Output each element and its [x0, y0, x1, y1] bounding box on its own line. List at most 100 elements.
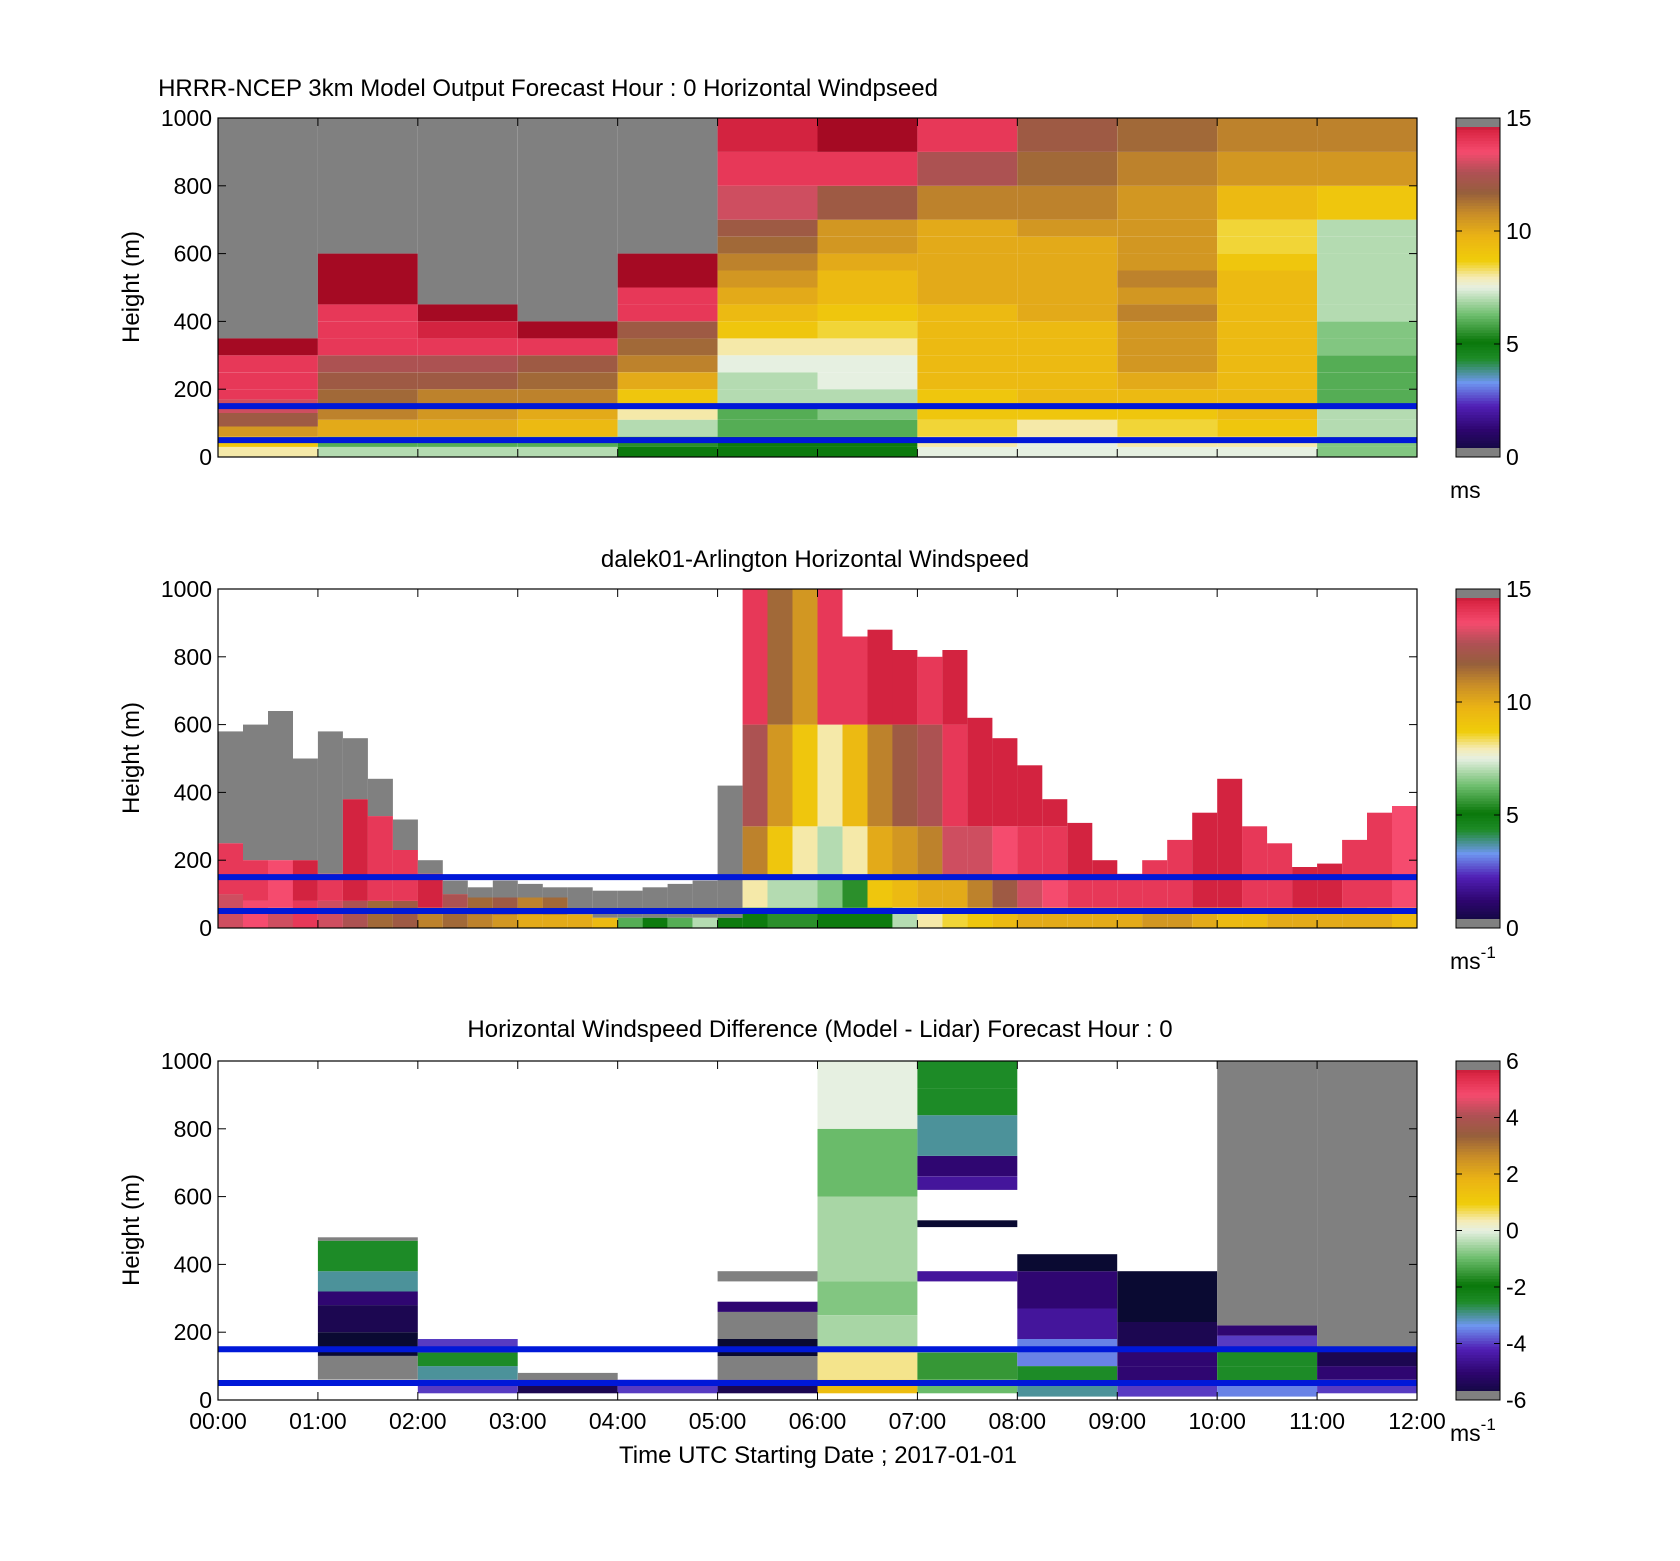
- x-tick-label: 03:00: [489, 1408, 547, 1434]
- colorbar-swatch: [1456, 738, 1500, 742]
- heatmap-cell: [1017, 236, 1118, 254]
- heatmap-cell: [1317, 185, 1417, 220]
- heatmap-cell: [917, 1061, 1018, 1089]
- colorbar-swatch: [1456, 1188, 1500, 1192]
- heatmap-cell: [317, 1237, 418, 1241]
- colorbar-swatch: [1456, 126, 1500, 130]
- colorbar-swatch: [1456, 194, 1500, 198]
- colorbar-swatch: [1456, 315, 1500, 319]
- heatmap-cell: [917, 118, 1018, 152]
- heatmap-cell: [892, 650, 918, 725]
- colorbar-swatch: [1456, 369, 1500, 373]
- heatmap-cell: [317, 287, 418, 305]
- colorbar-swatch: [1456, 1205, 1500, 1209]
- colorbar-swatch: [1456, 826, 1500, 830]
- colorbar-swatch: [1456, 400, 1500, 404]
- heatmap-cell: [917, 1271, 1018, 1282]
- colorbar-swatch: [1456, 1086, 1500, 1090]
- heatmap-cell: [317, 338, 418, 356]
- missing-cell: [467, 887, 493, 898]
- heatmap-cell: [1117, 1366, 1218, 1384]
- panel-model: HRRR-NCEP 3km Model Output Forecast Hour…: [118, 75, 1532, 503]
- colorbar-swatch: [1456, 775, 1500, 779]
- colorbar-swatch: [1456, 239, 1500, 243]
- heatmap-cell: [1017, 118, 1118, 152]
- heatmap-cell: [317, 900, 343, 928]
- colorbar-swatch: [1456, 651, 1500, 655]
- colorbar-swatch: [1456, 270, 1500, 274]
- colorbar-swatch: [1456, 1360, 1500, 1364]
- heatmap-cell: [917, 372, 1018, 390]
- colorbar-swatch: [1456, 747, 1500, 751]
- colorbar-tick-label: 0: [1506, 444, 1519, 470]
- heatmap-cell: [317, 406, 418, 420]
- colorbar-frame: [1455, 117, 1501, 458]
- colorbar-swatch: [1456, 380, 1500, 384]
- x-tick-label: 04:00: [589, 1408, 647, 1434]
- colorbar-swatch: [1456, 163, 1500, 167]
- colorbar-swatch: [1456, 1134, 1500, 1138]
- colorbar-swatch: [1456, 857, 1500, 861]
- colorbar-tick-label: 0: [1506, 915, 1519, 941]
- heatmap-cell: [717, 355, 818, 373]
- heatmap-cell: [1017, 287, 1118, 305]
- heatmap-cell: [317, 419, 418, 437]
- colorbar-swatch: [1456, 290, 1500, 294]
- colorbar-swatch: [1456, 168, 1500, 173]
- colorbar-swatch: [1456, 600, 1500, 604]
- colorbar-swatch: [1456, 262, 1500, 266]
- heatmap-cell: [867, 877, 893, 908]
- heatmap-cell: [842, 877, 868, 908]
- colorbar-swatch: [1456, 786, 1500, 790]
- heatmap-cell: [1042, 826, 1068, 878]
- heatmap-cell: [717, 419, 818, 437]
- heatmap-cell: [917, 1115, 1018, 1156]
- heatmap-cell: [517, 355, 618, 373]
- heatmap-cell: [317, 389, 418, 407]
- heatmap-cell: [867, 724, 893, 827]
- colorbar-swatch: [1456, 1320, 1500, 1325]
- panel-difference-title: Horizontal Windspeed Difference (Model -…: [467, 1016, 1172, 1043]
- colorbar-swatch: [1456, 885, 1500, 889]
- heatmap-cell: [817, 338, 918, 356]
- heatmap-cell: [1217, 338, 1318, 356]
- panel-lidar-title: dalek01-Arlington Horizontal Windspeed: [601, 546, 1029, 573]
- heatmap-cell: [417, 446, 518, 457]
- colorbar-swatch: [1456, 154, 1500, 158]
- colorbar-swatch: [1456, 1210, 1500, 1214]
- colorbar-swatch: [1456, 1318, 1500, 1322]
- colorbar-swatch: [1456, 318, 1500, 322]
- colorbar-swatch: [1456, 764, 1500, 768]
- heatmap-cell: [817, 1061, 918, 1129]
- colorbar-swatch: [1456, 408, 1500, 413]
- heatmap-cell: [417, 304, 518, 322]
- colorbar-swatch: [1456, 149, 1500, 153]
- y-tick-label: 800: [174, 644, 212, 670]
- heatmap-cell: [1117, 372, 1218, 390]
- heatmap-cell: [892, 877, 918, 908]
- colorbar-swatch: [1456, 1289, 1500, 1294]
- heatmap-cell: [1142, 860, 1168, 908]
- missing-cell: [317, 731, 343, 874]
- heatmap-cell: [1317, 151, 1417, 186]
- heatmap-cell: [442, 894, 468, 908]
- heatmap-cell: [642, 917, 668, 928]
- colorbar-swatch: [1456, 284, 1500, 288]
- colorbar-swatch: [1456, 877, 1500, 881]
- colorbar-swatch: [1456, 363, 1500, 367]
- colorbar-tick-label: 10: [1506, 689, 1532, 715]
- colorbar-swatch: [1456, 171, 1500, 175]
- heatmap-cell: [1017, 270, 1118, 288]
- y-tick-label: 600: [174, 241, 212, 267]
- colorbar-swatch: [1456, 611, 1500, 615]
- heatmap-cell: [817, 1349, 918, 1380]
- colorbar-swatch: [1456, 911, 1500, 915]
- colorbar-swatch: [1456, 1230, 1500, 1234]
- heatmap-cell: [317, 355, 418, 373]
- colorbar-swatch: [1456, 417, 1500, 421]
- heatmap-cell: [817, 1196, 918, 1282]
- heatmap-cell: [1017, 338, 1118, 356]
- y-tick-label: 800: [174, 1116, 212, 1142]
- heatmap-cell: [717, 253, 818, 271]
